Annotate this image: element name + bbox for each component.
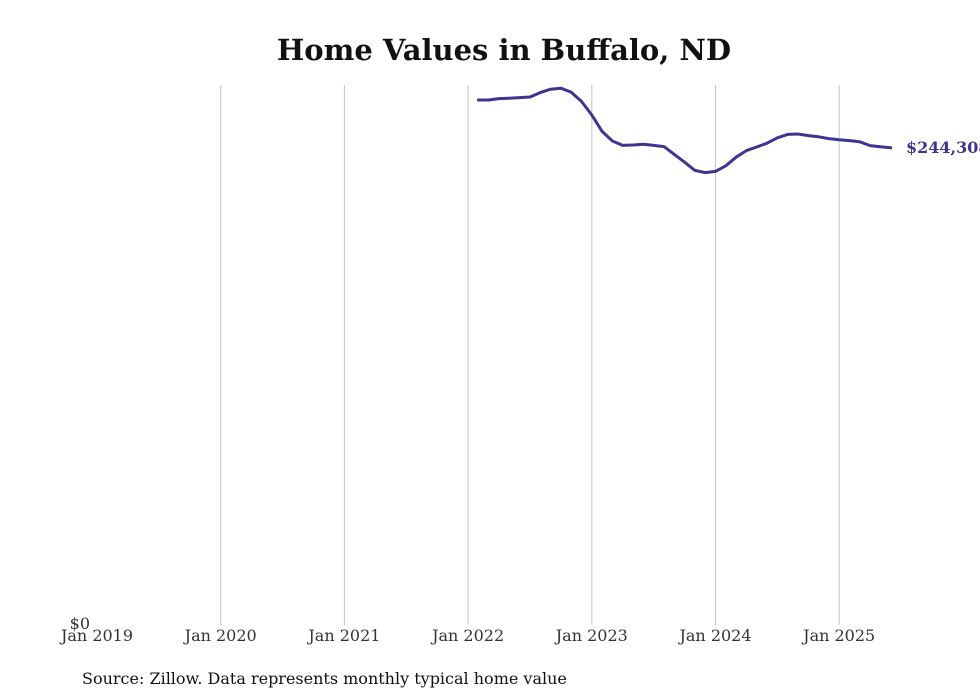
x-axis-ticks: Jan 2019 Jan 2020 Jan 2021 Jan 2022 Jan 2023…	[59, 626, 875, 645]
vertical-gridlines	[220, 85, 840, 625]
x-tick-label-4: Jan 2023	[554, 626, 628, 645]
x-tick-label-3: Jan 2022	[430, 626, 504, 645]
end-value-label: $244,308	[906, 138, 980, 157]
x-tick-label-1: Jan 2020	[183, 626, 257, 645]
x-tick-label-2: Jan 2021	[306, 626, 380, 645]
series-line	[476, 86, 893, 175]
x-tick-label-0: Jan 2019	[59, 626, 133, 645]
source-note: Source: Zillow. Data represents monthly …	[82, 669, 567, 688]
x-tick-label-6: Jan 2025	[801, 626, 875, 645]
chart-title: Home Values in Buffalo, ND	[277, 33, 731, 67]
y-tick-label-0: $0	[70, 614, 90, 633]
x-tick-label-5: Jan 2024	[677, 626, 751, 645]
